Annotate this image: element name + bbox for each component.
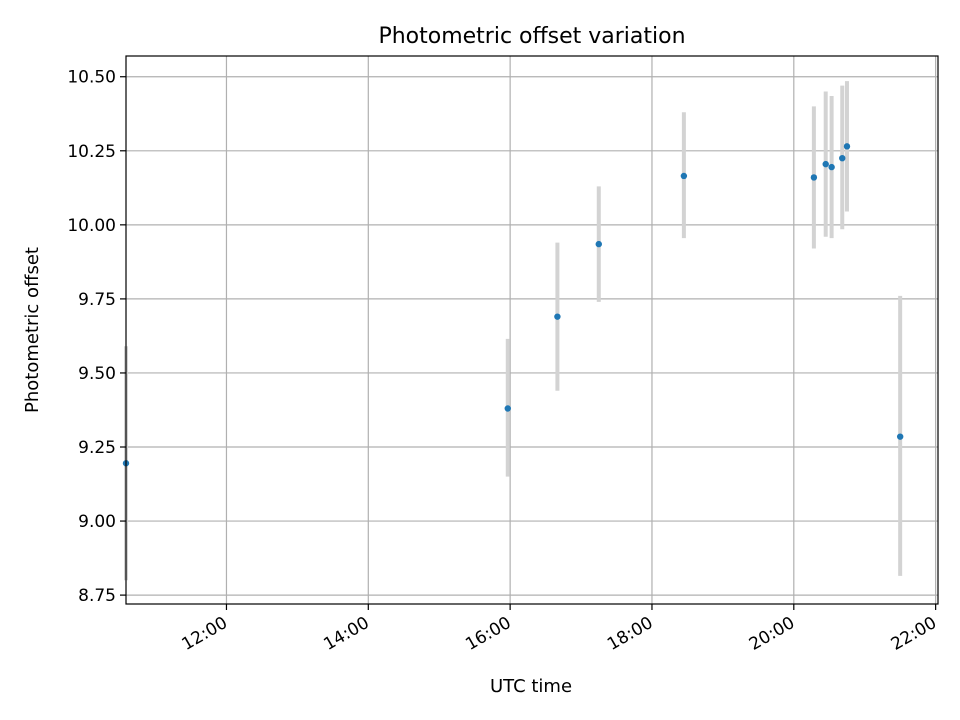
y-tick-label: 9.25	[78, 438, 116, 458]
error-bars	[124, 81, 903, 581]
data-point	[810, 174, 818, 181]
x-tick-label: 18:00	[604, 613, 656, 655]
data-point	[839, 154, 846, 162]
data-point	[680, 172, 688, 180]
data-point	[896, 433, 904, 440]
x-tick-label: 20:00	[746, 613, 798, 655]
grid-lines	[126, 56, 938, 604]
y-axis-ticks: 8.75 9.00 9.25 9.50 9.75 10.00 10.25 10.50	[67, 68, 126, 606]
y-tick-label: 9.50	[78, 364, 116, 384]
data-point	[595, 240, 602, 248]
plot-frame	[125, 55, 939, 605]
x-axis-label: UTC time	[490, 676, 572, 697]
y-tick-label: 10.50	[67, 68, 116, 88]
y-tick-label: 10.25	[67, 142, 116, 162]
y-tick-label: 9.00	[78, 512, 116, 532]
data-point	[828, 163, 835, 171]
data-point	[504, 405, 511, 412]
data-point	[554, 313, 561, 320]
chart-title: Photometric offset variation	[378, 24, 685, 49]
data-point	[822, 160, 829, 168]
data-point	[843, 143, 851, 150]
x-axis-ticks: 12:00 14:00 16:00 18:00 20:00 22:00	[179, 604, 940, 655]
x-tick-label: 16:00	[462, 613, 514, 655]
x-tick-label: 14:00	[320, 613, 372, 655]
y-tick-label: 9.75	[78, 290, 116, 310]
x-tick-label: 22:00	[888, 613, 940, 655]
y-tick-label: 8.75	[78, 586, 116, 606]
y-tick-label: 10.00	[67, 216, 116, 236]
x-tick-label: 12:00	[179, 613, 231, 655]
y-axis-label: Photometric offset	[22, 247, 43, 413]
data-points	[122, 143, 904, 467]
